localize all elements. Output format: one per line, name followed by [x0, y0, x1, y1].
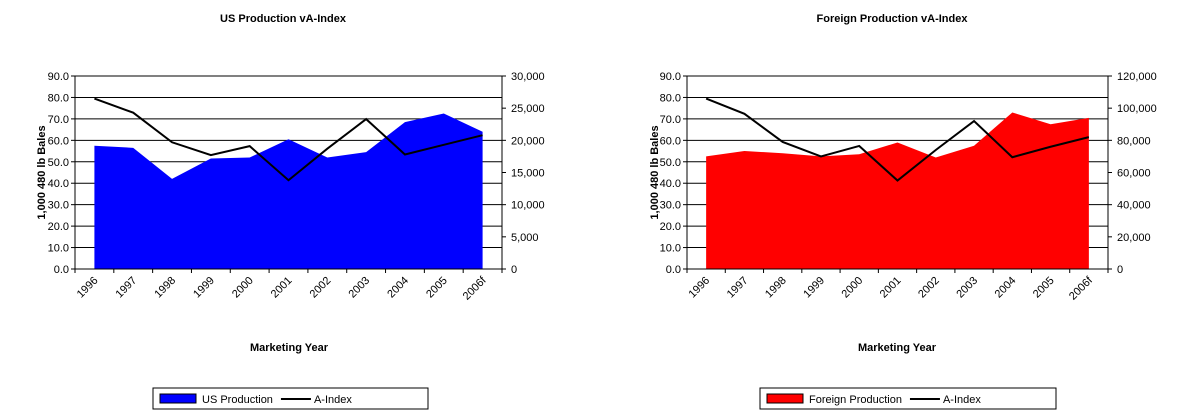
y2-tick-label: 100,000	[1117, 103, 1157, 115]
line-series-1	[705, 97, 1090, 182]
x-tick-label: 1999	[801, 275, 827, 301]
y-tick-label: 10.0	[660, 243, 681, 255]
y2-tick-label: 120,000	[1117, 71, 1157, 83]
y-axis-label: 1,000 480 lb Bales	[649, 125, 661, 219]
y2-tick-label: 80,000	[1117, 135, 1151, 147]
y-tick-label: 20.0	[660, 221, 681, 233]
y2-tick-label: 40,000	[1117, 200, 1151, 212]
y-tick-label: 60.0	[660, 135, 681, 147]
x-tick-label: 1997	[114, 275, 140, 301]
x-tick-label: 2004	[385, 275, 411, 301]
y2-tick-label: 20,000	[1117, 232, 1151, 244]
y-tick-label: 0.0	[666, 264, 681, 276]
y-tick-label: 30.0	[660, 200, 681, 212]
x-tick-label: 2000	[230, 275, 256, 301]
y2-tick-label: 15,000	[511, 168, 545, 180]
y-tick-label: 90.0	[48, 71, 69, 83]
y-tick-label: 40.0	[48, 178, 69, 190]
y-tick-label: 0.0	[54, 264, 69, 276]
x-tick-label: 1999	[191, 275, 217, 301]
y-axis-label: 1,000 480 lb Bales	[36, 125, 48, 219]
legend-label-line: A-Index	[314, 394, 352, 406]
x-tick-label: 2003	[954, 275, 980, 301]
legend-label-area: US Production	[202, 394, 273, 406]
y2-tick-label: 10,000	[511, 200, 545, 212]
legend-label-area: Foreign Production	[809, 394, 902, 406]
y-tick-label: 20.0	[48, 221, 69, 233]
y2-tick-label: 20,000	[511, 135, 545, 147]
y-tick-label: 60.0	[48, 135, 69, 147]
y-tick-label: 50.0	[48, 157, 69, 169]
x-tick-label: 1996	[75, 275, 101, 301]
x-tick-label: 1998	[152, 275, 178, 301]
legend-swatch-area	[766, 393, 804, 404]
y-tick-label: 10.0	[48, 243, 69, 255]
legend-box	[759, 387, 1057, 410]
y-tick-label: 70.0	[660, 114, 681, 126]
x-tick-label: 1998	[763, 275, 789, 301]
legend-swatch-area	[159, 393, 197, 404]
x-tick-label: 2006f	[461, 274, 490, 303]
y2-tick-label: 0	[511, 264, 517, 276]
line-series-1	[94, 97, 483, 182]
x-tick-label: 2002	[916, 275, 942, 301]
chart-title: Foreign Production vA-Index	[817, 13, 969, 25]
x-tick-label: 2005	[424, 275, 450, 301]
x-tick-label: 2001	[878, 275, 904, 301]
y-tick-label: 70.0	[48, 114, 69, 126]
x-tick-label: 2005	[1031, 275, 1057, 301]
us-production-chart: US Production vA-Index 0.0 10.0 20.0 30.0 40.…	[36, 13, 545, 410]
y2-tick-label: 0	[1117, 264, 1123, 276]
y-tick-label: 50.0	[660, 157, 681, 169]
x-tick-label: 2001	[269, 275, 295, 301]
area-series-0	[94, 113, 483, 270]
area-series-0	[706, 112, 1089, 269]
y-tick-label: 40.0	[660, 178, 681, 190]
y2-tick-label: 60,000	[1117, 168, 1151, 180]
x-axis-label: Marketing Year	[858, 342, 937, 354]
x-tick-label: 1996	[686, 275, 712, 301]
y2-tick-label: 25,000	[511, 103, 545, 115]
x-tick-label: 2006f	[1067, 274, 1096, 303]
legend-label-line: A-Index	[943, 394, 981, 406]
y-tick-label: 80.0	[48, 92, 69, 104]
y2-tick-label: 30,000	[511, 71, 545, 83]
x-tick-label: 2004	[993, 275, 1019, 301]
y-tick-label: 90.0	[660, 71, 681, 83]
y-tick-label: 80.0	[660, 92, 681, 104]
x-axis-label: Marketing Year	[250, 342, 329, 354]
x-tick-label: 2003	[346, 275, 372, 301]
y-tick-label: 30.0	[48, 200, 69, 212]
x-tick-label: 2000	[840, 275, 866, 301]
chart-title: US Production vA-Index	[220, 13, 347, 25]
foreign-production-chart: Foreign Production vA-Index 0.0 10.0 20.0 30…	[649, 13, 1157, 410]
x-tick-label: 2002	[308, 275, 334, 301]
x-tick-label: 1997	[725, 275, 751, 301]
y2-tick-label: 5,000	[511, 232, 539, 244]
